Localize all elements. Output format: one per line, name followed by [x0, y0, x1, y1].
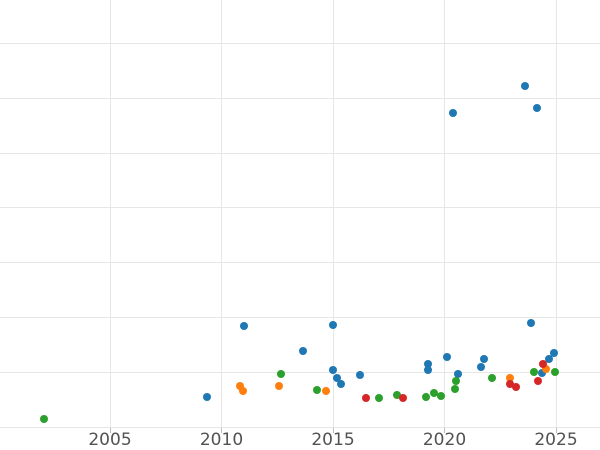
x-axis-tick: [555, 428, 557, 433]
x-axis-line: [0, 427, 600, 428]
horizontal-gridline: [0, 152, 600, 154]
scatter-point-blue: [336, 379, 345, 388]
scatter-point-orange: [275, 382, 284, 391]
scatter-point-green: [550, 367, 559, 376]
x-tick-label: 2020: [422, 430, 467, 450]
scatter-point-blue: [329, 366, 337, 375]
scatter-point-red: [534, 376, 543, 385]
x-tick-label: 2015: [311, 430, 355, 450]
x-tick-label: 2005: [88, 430, 132, 450]
scatter-point-blue: [527, 318, 536, 327]
scatter-point-red: [538, 360, 547, 369]
scatter-point-green: [529, 367, 538, 376]
horizontal-gridline: [0, 97, 600, 99]
scatter-point-red: [506, 379, 515, 388]
scatter-point-orange: [322, 386, 331, 395]
scatter-point-blue: [329, 320, 337, 329]
scatter-point-red: [362, 394, 371, 403]
scatter-point-blue: [442, 352, 451, 361]
horizontal-gridline: [0, 317, 600, 319]
scatter-point-blue: [333, 373, 342, 382]
scatter-point-blue: [520, 82, 529, 91]
vertical-gridline: [332, 0, 334, 428]
x-axis-tick: [109, 428, 111, 433]
x-axis-tick: [332, 428, 334, 433]
scatter-point-green: [374, 394, 383, 403]
scatter-point-green: [421, 392, 430, 401]
scatter-point-orange: [506, 373, 515, 382]
x-tick-label: 2025: [534, 430, 578, 450]
x-axis-tick: [444, 428, 445, 433]
scatter-point-blue: [423, 365, 432, 374]
scatter-point-blue: [449, 108, 458, 117]
scatter-point-blue: [479, 355, 488, 364]
horizontal-gridline: [0, 207, 600, 209]
horizontal-gridline: [0, 372, 600, 374]
scatter-point-green: [437, 391, 446, 400]
vertical-gridline: [555, 0, 557, 428]
horizontal-gridline: [0, 262, 600, 264]
x-axis-tick: [221, 428, 222, 433]
scatter-point-green: [451, 377, 460, 386]
x-tick-label: 2010: [199, 430, 244, 450]
scatter-point-blue: [355, 371, 364, 380]
scatter-point-blue: [203, 393, 211, 402]
scatter-point-green: [313, 385, 322, 394]
vertical-gridline: [444, 0, 445, 428]
scatter-point-green: [276, 369, 285, 378]
scatter-point-orange: [541, 364, 550, 373]
scatter-point-green: [40, 415, 49, 424]
horizontal-gridline: [0, 42, 600, 44]
scatter-point-blue: [298, 346, 307, 355]
vertical-gridline: [109, 0, 111, 428]
scatter-point-blue: [423, 359, 432, 368]
scatter-point-blue: [533, 103, 542, 112]
vertical-gridline: [221, 0, 222, 428]
scatter-point-red: [399, 394, 408, 403]
scatter-point-blue: [537, 368, 546, 377]
scatter-point-blue: [545, 354, 554, 363]
scatter-point-green: [392, 390, 401, 399]
scatter-point-red: [511, 383, 520, 392]
scatter-point-blue: [453, 369, 462, 378]
scatter-point-blue: [239, 322, 248, 331]
scatter-point-green: [488, 373, 497, 382]
scatter-point-blue: [549, 348, 558, 357]
scatter-point-green: [430, 389, 439, 398]
scatter-point-green: [450, 384, 459, 393]
scatter-point-orange: [238, 386, 247, 395]
scatter-point-orange: [236, 381, 245, 390]
scatter-point-blue: [477, 362, 486, 371]
